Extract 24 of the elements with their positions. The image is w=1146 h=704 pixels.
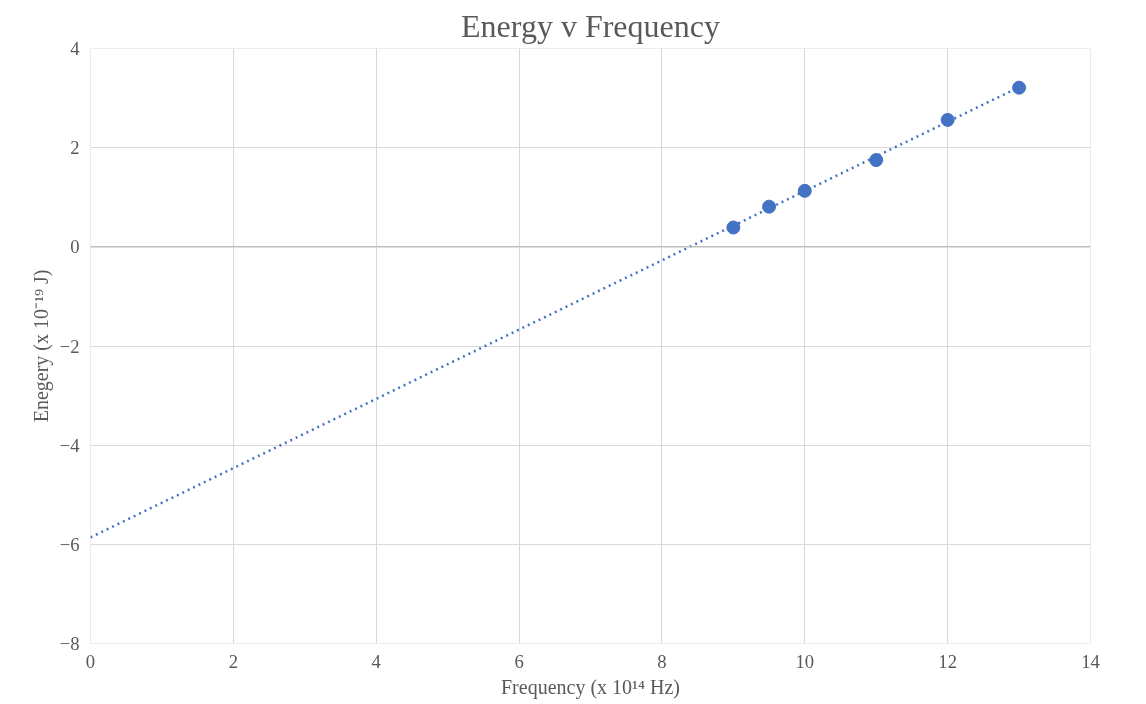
- point: [762, 199, 777, 214]
- y-tick-label: −4: [59, 434, 81, 456]
- x-tick-label: 12: [938, 650, 957, 672]
- y-tick-label: 2: [70, 137, 80, 159]
- y-axis-title: Enegery (x 10⁻¹⁹ J): [29, 269, 53, 423]
- x-tick-label: 4: [371, 650, 382, 672]
- point: [726, 220, 741, 235]
- x-tick-label: 10: [795, 650, 815, 672]
- x-axis-title: Frequency (x 10¹⁴ Hz): [500, 675, 681, 699]
- point: [797, 183, 812, 198]
- point: [869, 153, 884, 168]
- y-tick-label: 0: [70, 236, 80, 258]
- x-tick-label: 6: [514, 650, 524, 672]
- y-tick-label: −8: [59, 633, 80, 654]
- chart-title: Energy v Frequency: [461, 7, 720, 44]
- x-tick-label: 2: [228, 650, 239, 672]
- x-tick-label: 8: [657, 650, 667, 672]
- point: [940, 112, 955, 127]
- y-tick-label: −2: [59, 335, 80, 357]
- x-tick-label: 0: [85, 650, 96, 672]
- x-tick-label: 14: [1081, 650, 1101, 672]
- y-tick-label: −6: [59, 533, 80, 555]
- point: [1012, 80, 1027, 95]
- y-tick-label: 4: [70, 38, 81, 59]
